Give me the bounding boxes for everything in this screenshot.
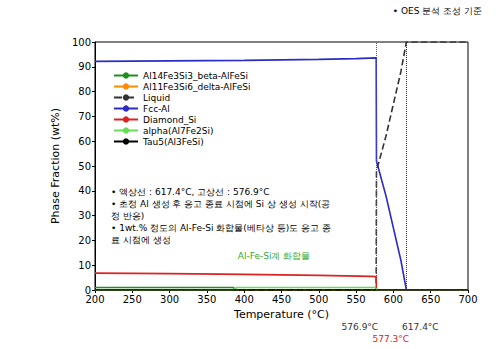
svg-text:30: 30 xyxy=(78,210,91,221)
svg-text:Liquid: Liquid xyxy=(143,93,170,103)
svg-text:정 반응): 정 반응) xyxy=(111,211,144,221)
svg-text:0: 0 xyxy=(84,284,91,296)
svg-text:300: 300 xyxy=(160,294,179,305)
svg-text:Temperature (°C): Temperature (°C) xyxy=(233,308,329,321)
svg-text:700: 700 xyxy=(458,294,477,305)
svg-text:Al11Fe3Si6_delta-AlFeSi: Al11Fe3Si6_delta-AlFeSi xyxy=(143,82,250,92)
svg-text:10: 10 xyxy=(78,260,91,271)
svg-text:alpha(Al7Fe2Si): alpha(Al7Fe2Si) xyxy=(143,126,214,136)
svg-text:200: 200 xyxy=(85,294,104,305)
svg-text:90: 90 xyxy=(78,61,91,72)
svg-text:400: 400 xyxy=(235,294,254,305)
svg-text:50: 50 xyxy=(78,161,91,172)
svg-text:Fcc-Al: Fcc-Al xyxy=(143,104,170,114)
svg-text:576.9°C: 576.9°C xyxy=(342,322,379,332)
svg-text:650: 650 xyxy=(421,294,440,305)
svg-text:Phase Fraction (wt%): Phase Fraction (wt%) xyxy=(49,108,62,224)
svg-text:• 초정 Al 생성 후 응고 종료 시점에 Si 상 생성: • 초정 Al 생성 후 응고 종료 시점에 Si 상 생성 시작(공 xyxy=(111,199,330,209)
svg-text:Al-Fe-Si계 화합물: Al-Fe-Si계 화합물 xyxy=(238,251,310,261)
svg-text:• 액상선 : 617.4°C, 고상선 : 576.9°C: • 액상선 : 617.4°C, 고상선 : 576.9°C xyxy=(111,187,270,197)
svg-text:350: 350 xyxy=(197,294,216,305)
svg-text:료 시점에 생성: 료 시점에 생성 xyxy=(111,235,171,245)
svg-text:• 1wt.% 정도의 Al-Fe-Si 화합물(베타상 등: • 1wt.% 정도의 Al-Fe-Si 화합물(베타상 등)도 응고 종 xyxy=(111,223,331,233)
svg-text:• OES 분석 조성 기준: • OES 분석 조성 기준 xyxy=(393,6,482,16)
svg-text:Tau5(Al3FeSi): Tau5(Al3FeSi) xyxy=(142,137,204,147)
svg-text:80: 80 xyxy=(78,86,91,97)
svg-text:20: 20 xyxy=(78,235,91,246)
svg-text:40: 40 xyxy=(78,185,91,196)
svg-text:450: 450 xyxy=(272,294,291,305)
svg-text:600: 600 xyxy=(384,294,403,305)
svg-text:500: 500 xyxy=(309,294,328,305)
svg-text:577.3°C: 577.3°C xyxy=(372,334,409,344)
svg-text:550: 550 xyxy=(347,294,366,305)
svg-text:617.4°C: 617.4°C xyxy=(402,322,439,332)
svg-text:Al14Fe3Si3_beta-AlFeSi: Al14Fe3Si3_beta-AlFeSi xyxy=(143,71,248,81)
svg-text:100: 100 xyxy=(72,37,91,48)
svg-text:Diamond_Si: Diamond_Si xyxy=(143,115,196,125)
svg-text:70: 70 xyxy=(78,111,91,122)
svg-text:250: 250 xyxy=(123,294,142,305)
svg-text:60: 60 xyxy=(78,136,91,147)
